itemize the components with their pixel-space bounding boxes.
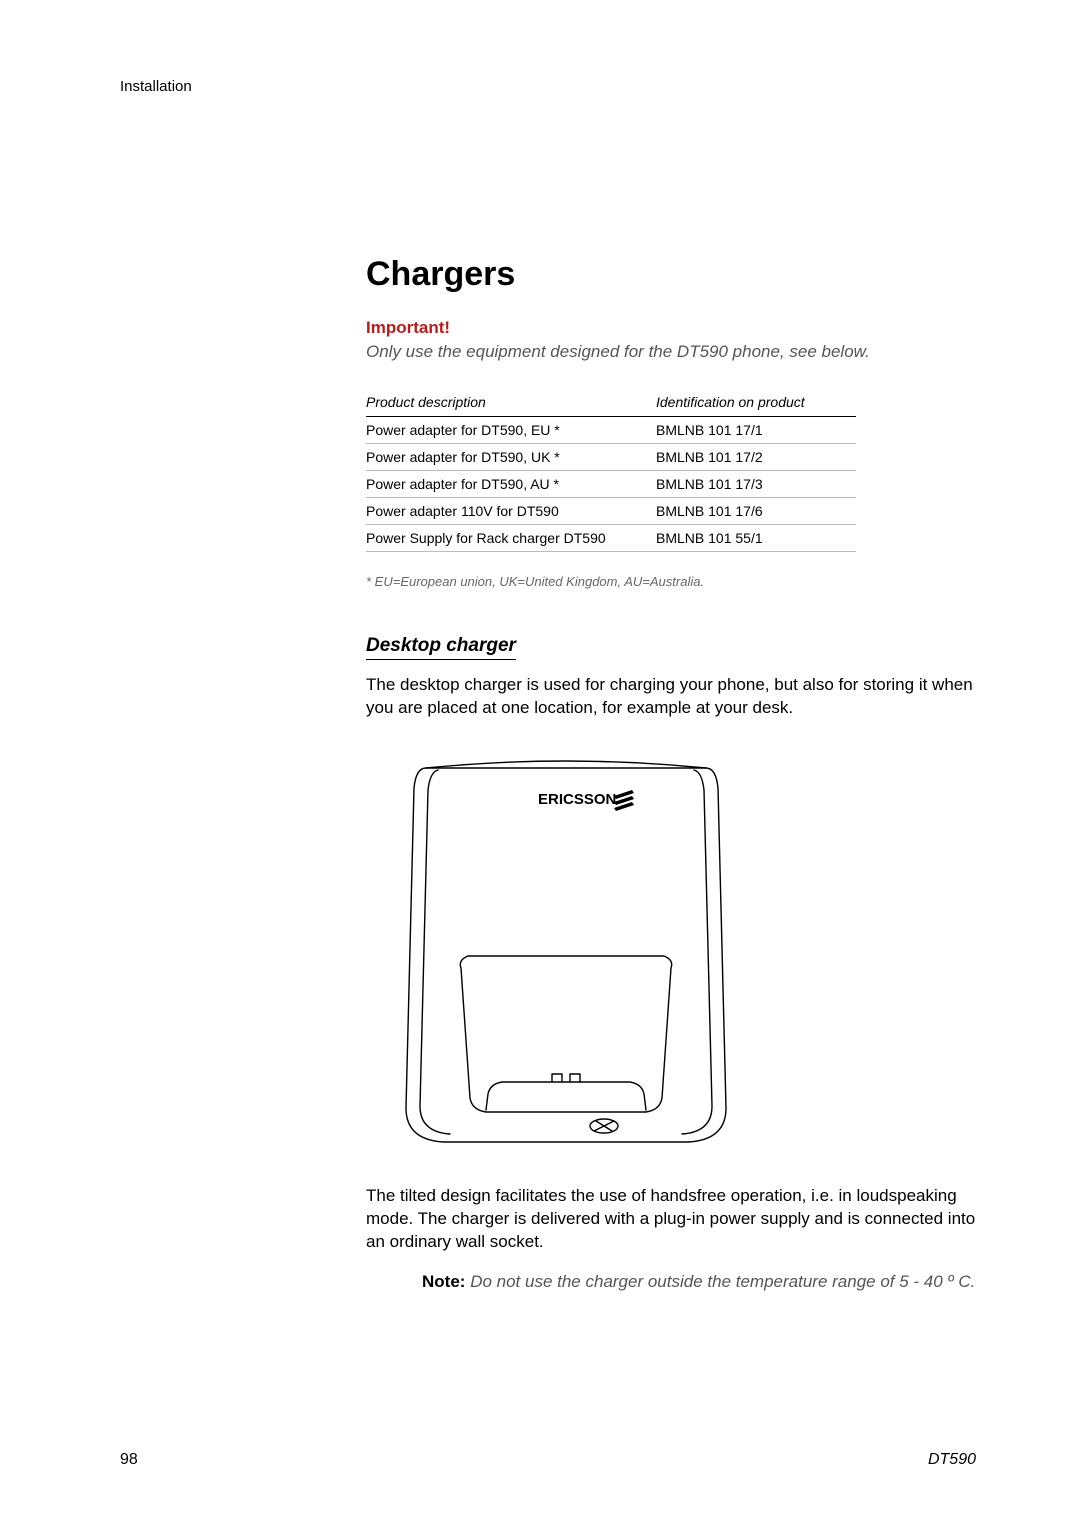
content-column: Chargers Important! Only use the equipme… xyxy=(366,255,996,1292)
table-cell: BMLNB 101 55/1 xyxy=(656,525,856,552)
table-cell: BMLNB 101 17/6 xyxy=(656,498,856,525)
section-subhead: Desktop charger xyxy=(366,635,516,660)
table-cell: Power adapter for DT590, AU * xyxy=(366,471,656,498)
page-number: 98 xyxy=(120,1451,138,1469)
table-row: Power adapter for DT590, UK * BMLNB 101 … xyxy=(366,444,856,471)
footer-model: DT590 xyxy=(928,1451,976,1469)
table-row: Power Supply for Rack charger DT590 BMLN… xyxy=(366,525,856,552)
table-row: Power adapter 110V for DT590 BMLNB 101 1… xyxy=(366,498,856,525)
table-cell: Power Supply for Rack charger DT590 xyxy=(366,525,656,552)
table-cell: BMLNB 101 17/2 xyxy=(656,444,856,471)
desktop-charger-icon: ERICSSON xyxy=(366,738,766,1158)
table-header-row: Product description Identification on pr… xyxy=(366,388,856,417)
important-label: Important! xyxy=(366,318,996,338)
table-cell: BMLNB 101 17/3 xyxy=(656,471,856,498)
table-cell: Power adapter 110V for DT590 xyxy=(366,498,656,525)
table-cell: Power adapter for DT590, EU * xyxy=(366,417,656,444)
table-row: Power adapter for DT590, EU * BMLNB 101 … xyxy=(366,417,856,444)
page: Installation Chargers Important! Only us… xyxy=(0,0,1080,1529)
table-footnote: * EU=European union, UK=United Kingdom, … xyxy=(366,574,996,589)
table-header-cell: Identification on product xyxy=(656,388,856,417)
running-head: Installation xyxy=(120,78,976,95)
note-label: Note: xyxy=(422,1272,465,1291)
table-cell: BMLNB 101 17/1 xyxy=(656,417,856,444)
table-header-cell: Product description xyxy=(366,388,656,417)
table-row: Power adapter for DT590, AU * BMLNB 101 … xyxy=(366,471,856,498)
charger-table: Product description Identification on pr… xyxy=(366,388,856,552)
note-text: Do not use the charger outside the tempe… xyxy=(470,1272,975,1291)
table-cell: Power adapter for DT590, UK * xyxy=(366,444,656,471)
charger-figure: ERICSSON xyxy=(366,738,996,1163)
body-paragraph: The desktop charger is used for charging… xyxy=(366,674,996,720)
body-paragraph: The tilted design facilitates the use of… xyxy=(366,1185,996,1254)
page-footer: 98 DT590 xyxy=(120,1451,976,1469)
brand-text: ERICSSON xyxy=(538,791,616,808)
important-text: Only use the equipment designed for the … xyxy=(366,342,996,362)
note-block: Note: Do not use the charger outside the… xyxy=(422,1272,996,1292)
page-title: Chargers xyxy=(366,255,996,294)
